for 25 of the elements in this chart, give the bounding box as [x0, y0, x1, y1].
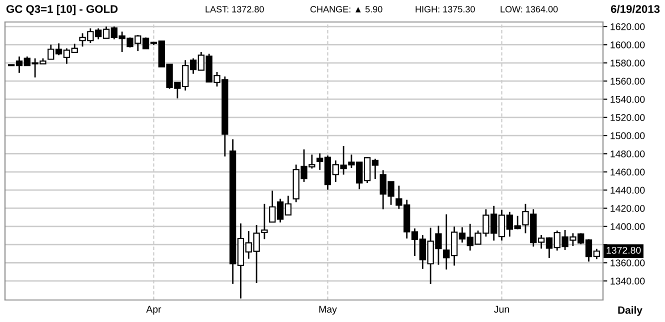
- y-tick-label: 1480.00: [610, 150, 645, 158]
- y-tick-label: 1420.00: [610, 204, 645, 212]
- text: Daily: [618, 306, 642, 316]
- text: 6/19/2013: [610, 4, 660, 14]
- y-tick-label: 1520.00: [610, 114, 645, 122]
- y-tick-label: 1560.00: [610, 78, 645, 85]
- chart-title: GC Q3=1 [10] - GOLD: [6, 4, 118, 16]
- x-tick-label: May: [319, 306, 337, 315]
- y-tick-label: 1540.00: [610, 96, 645, 103]
- y-tick-label: 1600.00: [610, 41, 645, 48]
- x-tick-label: Apr: [146, 306, 162, 315]
- y-tick-label: 1400.00: [610, 223, 645, 230]
- text: LAST: 1372.80: [206, 6, 264, 12]
- y-tick-label: 1460.00: [610, 168, 645, 176]
- y-tick-label: 1340.00: [610, 278, 645, 285]
- annotation: 1372.80: [606, 246, 641, 254]
- y-tick-label: 1440.00: [610, 186, 645, 194]
- x-tick-label: Jun: [494, 306, 509, 313]
- y-tick-label: 1620.00: [610, 23, 645, 30]
- text: LOW: 1364.00: [500, 6, 558, 12]
- y-tick-label: 1500.00: [610, 132, 645, 140]
- y-tick-label: 1580.00: [610, 60, 645, 66]
- text: CHANGE: ▲ 5.90: [310, 6, 382, 12]
- text: HIGH: 1375.30: [416, 6, 475, 12]
- y-tick-label: 1360.00: [610, 259, 645, 266]
